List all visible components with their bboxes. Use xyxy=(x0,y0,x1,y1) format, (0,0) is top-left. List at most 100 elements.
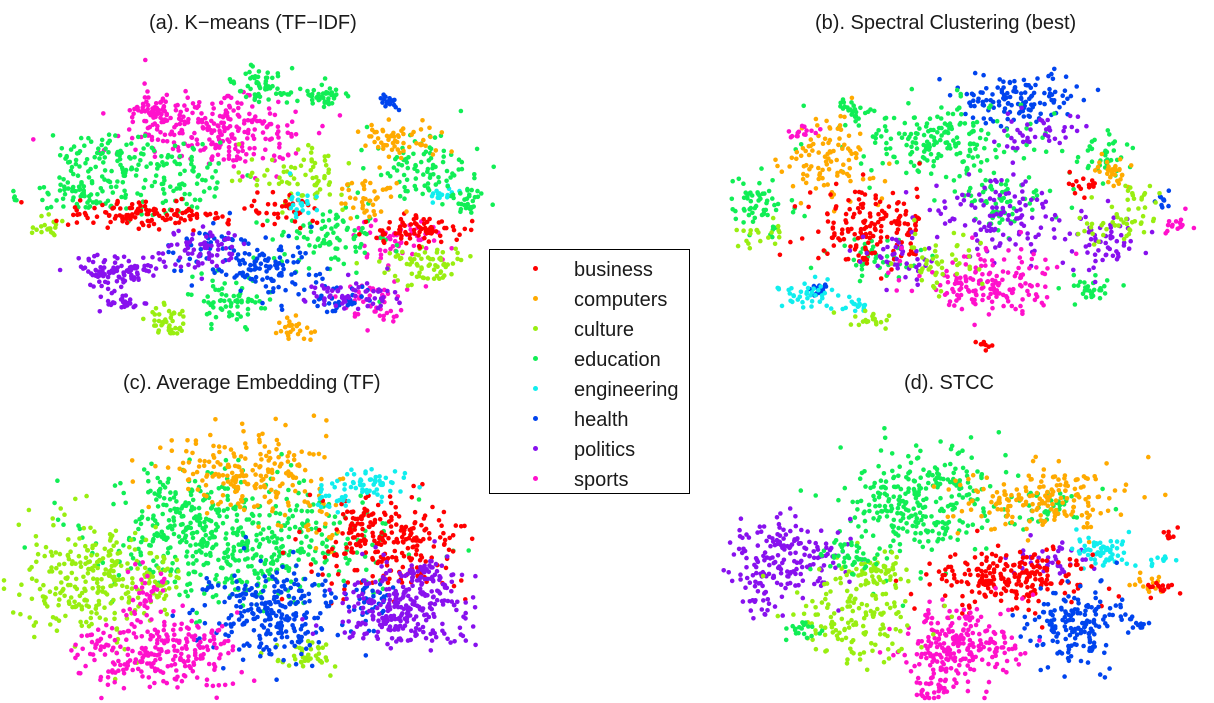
point-health xyxy=(326,301,332,306)
point-education xyxy=(100,560,106,566)
point-culture xyxy=(440,250,446,255)
point-computers xyxy=(820,141,826,146)
point-politics xyxy=(977,192,982,197)
point-education xyxy=(73,188,78,194)
point-business xyxy=(298,225,303,231)
point-culture xyxy=(108,535,114,541)
point-computers xyxy=(312,329,318,334)
point-education xyxy=(222,298,227,304)
point-culture xyxy=(63,613,68,619)
point-sports xyxy=(909,288,915,294)
point-computers xyxy=(1117,156,1123,162)
point-politics xyxy=(1009,119,1014,124)
point-politics xyxy=(123,293,129,298)
point-business xyxy=(349,546,355,551)
point-sports xyxy=(185,95,190,100)
point-culture xyxy=(73,542,78,547)
point-politics xyxy=(394,296,400,302)
point-sports xyxy=(260,155,266,161)
point-education xyxy=(155,504,161,509)
point-health xyxy=(276,247,282,252)
point-sports xyxy=(215,123,220,128)
point-education xyxy=(170,561,175,566)
point-education xyxy=(337,520,343,525)
point-politics xyxy=(1052,235,1057,240)
point-business xyxy=(386,226,392,231)
point-computers xyxy=(193,438,199,443)
point-education xyxy=(275,73,281,79)
point-education xyxy=(332,93,338,98)
point-sports xyxy=(232,136,237,141)
point-culture xyxy=(168,572,173,578)
point-sports xyxy=(989,299,995,305)
point-education xyxy=(430,162,436,168)
point-education xyxy=(234,317,240,322)
point-education xyxy=(428,156,434,161)
point-computers xyxy=(348,216,354,221)
point-sports xyxy=(253,114,258,119)
point-education xyxy=(223,293,229,298)
point-education xyxy=(353,249,359,254)
point-politics xyxy=(1083,244,1089,249)
point-politics xyxy=(105,286,111,292)
point-education xyxy=(182,168,187,174)
point-health xyxy=(1161,197,1166,203)
point-politics xyxy=(969,203,974,208)
point-culture xyxy=(56,562,62,567)
point-sports xyxy=(391,319,396,324)
point-education xyxy=(169,154,175,160)
point-education xyxy=(292,524,298,530)
point-sports xyxy=(398,307,404,313)
point-business xyxy=(366,524,372,529)
point-education xyxy=(284,496,290,502)
point-education xyxy=(113,133,118,138)
point-education xyxy=(324,89,329,95)
point-culture xyxy=(291,176,297,181)
point-computers xyxy=(211,443,216,449)
point-education xyxy=(294,229,300,234)
point-business xyxy=(145,218,151,224)
point-education xyxy=(73,157,79,163)
point-culture xyxy=(323,163,329,168)
point-education xyxy=(884,254,890,259)
point-computers xyxy=(200,478,205,483)
point-business xyxy=(105,225,110,230)
point-health xyxy=(1068,93,1074,99)
point-business xyxy=(143,199,149,205)
point-education xyxy=(190,535,196,541)
point-computers xyxy=(291,453,297,458)
point-health xyxy=(1018,109,1023,115)
point-engineering xyxy=(800,305,806,310)
point-sports xyxy=(449,246,455,251)
point-business xyxy=(91,220,96,225)
point-health xyxy=(286,233,292,239)
point-politics xyxy=(1006,213,1011,218)
point-culture xyxy=(421,275,427,281)
point-education xyxy=(953,144,958,149)
point-culture xyxy=(1157,191,1162,196)
point-education xyxy=(77,526,83,532)
point-computers xyxy=(835,170,840,176)
point-politics xyxy=(355,306,361,312)
point-education xyxy=(320,550,326,556)
point-culture xyxy=(299,646,305,652)
point-education xyxy=(947,126,952,131)
point-culture xyxy=(49,553,55,558)
point-culture xyxy=(393,254,399,259)
point-computers xyxy=(837,123,843,128)
point-sports xyxy=(1023,281,1028,286)
point-education xyxy=(928,151,934,157)
point-computers xyxy=(209,499,215,505)
point-business xyxy=(411,483,416,489)
point-culture xyxy=(96,588,101,593)
point-computers xyxy=(286,323,292,328)
point-sports xyxy=(289,131,294,137)
point-culture xyxy=(416,273,422,279)
point-culture xyxy=(300,193,306,198)
point-computers xyxy=(401,148,406,154)
point-computers xyxy=(322,455,327,460)
point-culture xyxy=(42,222,47,228)
point-politics xyxy=(1062,125,1067,130)
point-education xyxy=(320,212,326,217)
